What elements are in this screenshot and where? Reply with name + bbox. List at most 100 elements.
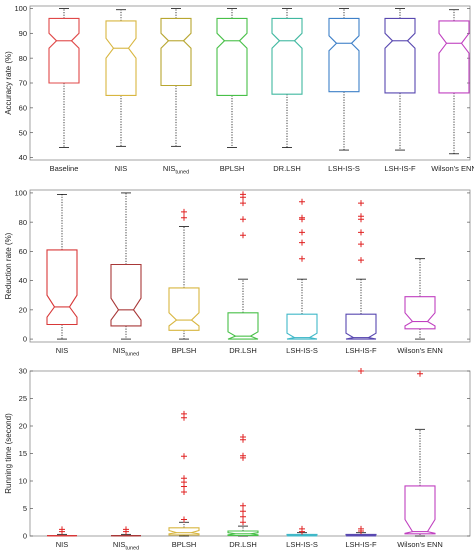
outlier-marker — [240, 191, 246, 198]
x-tick-label: LSH-IS-S — [286, 540, 318, 549]
x-tick-label: NIS — [56, 346, 69, 355]
box-body — [160, 17, 192, 87]
y-tick-label: 40 — [19, 276, 27, 285]
box-3 — [168, 410, 200, 537]
outlier-marker — [358, 229, 364, 236]
outlier-marker — [181, 516, 187, 523]
x-tick-label: LSH-IS-F — [345, 346, 377, 355]
box-body — [404, 485, 436, 535]
box-7 — [404, 258, 436, 340]
box-body — [438, 20, 470, 94]
chart-panel-2: 0 20 40 60 80 100 Reduction rate (%) NIS NIStune… — [4, 189, 471, 358]
box-body — [48, 17, 80, 84]
box-body — [271, 17, 303, 95]
y-tick-label: 20 — [19, 305, 27, 314]
box-4 — [216, 8, 248, 148]
outlier-marker — [299, 198, 305, 205]
x-tick-label: LSH-IS-F — [384, 164, 416, 173]
y-tick-label: 30 — [19, 367, 27, 376]
y-tick-label: 100 — [14, 189, 27, 198]
y-tick-label: 10 — [19, 477, 27, 486]
y-tick-label: 25 — [19, 394, 27, 403]
box-6 — [328, 8, 360, 151]
outlier-marker — [240, 434, 246, 440]
box-body — [216, 17, 248, 96]
x-tick-label: LSH-IS-F — [345, 540, 377, 549]
x-tick-label: Wilson's ENN — [397, 540, 443, 549]
x-tick-label: DR.LSH — [229, 540, 257, 549]
box-2 — [110, 526, 142, 537]
outlier-marker — [358, 368, 364, 374]
outlier-marker — [59, 526, 65, 533]
box-1 — [46, 193, 78, 340]
x-tick-label: NIStuned — [113, 346, 139, 358]
x-tick-label: DR.LSH — [273, 164, 301, 173]
outlier-marker — [181, 453, 187, 460]
box-body — [286, 313, 318, 340]
box-2 — [105, 9, 137, 147]
box-body — [110, 263, 142, 327]
outlier-marker — [358, 241, 364, 248]
x-tick-label: Wilson's ENN — [431, 164, 474, 173]
plot-frame — [29, 370, 471, 537]
box-5 — [286, 525, 318, 537]
box-body — [404, 296, 436, 330]
x-tick-label: LSH-IS-S — [286, 346, 318, 355]
x-tick-label: NIStuned — [163, 164, 189, 176]
y-axis-label: Reduction rate (%) — [4, 232, 13, 299]
y-tick-label: 90 — [19, 29, 27, 38]
box-3 — [160, 8, 192, 147]
outlier-marker — [358, 213, 364, 220]
box-body — [168, 287, 200, 331]
box-1 — [48, 8, 80, 148]
box-body — [345, 533, 377, 537]
box-body — [345, 313, 377, 340]
outlier-marker — [358, 525, 364, 532]
box-5 — [286, 198, 318, 340]
outlier-marker — [358, 257, 364, 264]
x-tick-label: BPLSH — [172, 540, 197, 549]
chart-panel-3: 0 5 10 15 20 25 30 Running time (second) NIS NISt… — [4, 367, 471, 550]
x-tick-label: BPLSH — [172, 346, 197, 355]
x-tick-label: Baseline — [50, 164, 79, 173]
plot-frame — [29, 5, 471, 161]
outlier-marker — [299, 525, 305, 532]
x-tick-label: Wilson's ENN — [397, 346, 443, 355]
outlier-marker — [181, 410, 187, 417]
box-body — [286, 533, 318, 537]
y-tick-label: 100 — [14, 4, 27, 13]
x-tick-label: DR.LSH — [229, 346, 257, 355]
outlier-marker — [240, 232, 246, 239]
outlier-marker — [299, 239, 305, 246]
plot-frame — [29, 189, 471, 343]
box-8 — [438, 9, 470, 155]
outlier-marker — [181, 208, 187, 215]
y-tick-label: 70 — [19, 79, 27, 88]
box-2 — [110, 192, 142, 340]
outlier-marker — [299, 255, 305, 262]
x-tick-label: BPLSH — [220, 164, 245, 173]
box-7 — [404, 370, 436, 537]
y-tick-label: 80 — [19, 218, 27, 227]
outlier-marker — [181, 214, 187, 221]
y-tick-label: 20 — [19, 422, 27, 431]
box-6 — [345, 200, 377, 340]
outlier-marker — [181, 489, 187, 495]
outlier-marker — [417, 370, 423, 377]
outlier-marker — [181, 475, 187, 482]
y-tick-label: 0 — [23, 532, 27, 541]
box-6 — [345, 368, 377, 537]
y-axis-label: Running time (second) — [4, 413, 13, 494]
y-tick-label: 5 — [23, 504, 27, 513]
box-body — [168, 527, 200, 536]
box-body — [105, 20, 137, 96]
outlier-marker — [240, 519, 246, 526]
y-tick-label: 60 — [19, 247, 27, 256]
outlier-marker — [299, 229, 305, 236]
x-tick-label: NIStuned — [113, 540, 139, 550]
box-4 — [227, 434, 259, 537]
x-tick-label: NIS — [56, 540, 69, 549]
y-tick-label: 40 — [19, 153, 27, 162]
chart-panel-1: 40 50 60 70 80 90 100 Accuracy rate (%) Baseline… — [4, 4, 474, 175]
